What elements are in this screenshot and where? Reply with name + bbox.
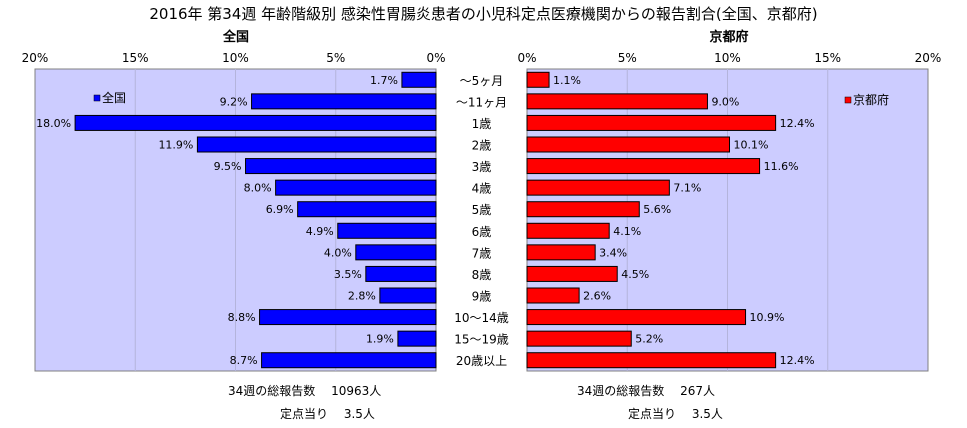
right-bar-label: 4.5%	[621, 268, 649, 281]
right-bar-label: 10.9%	[750, 311, 785, 324]
category-label: 5歳	[472, 203, 492, 217]
left-footer-total: 34週の総報告数 10963人	[228, 384, 382, 398]
left-bar-label: 3.5%	[334, 268, 362, 281]
left-bar	[379, 287, 437, 304]
category-label: 2歳	[472, 139, 492, 153]
right-bar	[526, 330, 632, 347]
left-bar-label: 8.8%	[228, 311, 256, 324]
left-legend-swatch	[93, 94, 101, 102]
left-bar	[245, 158, 437, 175]
left-tick-label: 0%	[426, 51, 445, 65]
right-bar-label: 7.1%	[673, 182, 701, 195]
category-label: 7歳	[472, 246, 492, 260]
right-bar-label: 1.1%	[553, 74, 581, 87]
right-bar	[526, 265, 618, 282]
left-bar-label: 11.9%	[158, 139, 193, 152]
left-bar	[275, 179, 437, 196]
right-panel-title: 京都府	[709, 30, 749, 45]
category-label: ～5ヶ月	[460, 74, 504, 88]
right-bar	[526, 244, 596, 261]
left-bar	[365, 265, 437, 282]
right-bar	[526, 136, 731, 153]
left-bar-label: 18.0%	[36, 117, 71, 130]
right-bar	[526, 158, 761, 175]
right-bar	[526, 352, 777, 369]
left-bar-label: 1.9%	[366, 333, 394, 346]
right-footer-total: 34週の総報告数 267人	[577, 384, 715, 398]
left-bar-label: 4.0%	[324, 246, 352, 259]
left-tick-label: 10%	[222, 51, 249, 65]
right-bar	[526, 201, 640, 218]
left-bar-label: 2.8%	[348, 290, 376, 303]
right-bar	[526, 287, 580, 304]
left-bar	[355, 244, 437, 261]
left-bar-label: 8.7%	[230, 354, 258, 367]
right-tick-label: 15%	[814, 51, 841, 65]
right-tick-label: 0%	[517, 51, 536, 65]
right-bar-label: 10.1%	[734, 139, 769, 152]
left-footer-per: 定点当り 3.5人	[280, 407, 375, 421]
left-legend-label: 全国	[102, 90, 126, 105]
left-bar-label: 9.2%	[220, 95, 248, 108]
right-tick-label: 20%	[915, 51, 942, 65]
category-label: ～11ヶ月	[456, 95, 507, 109]
category-label: 8歳	[472, 268, 492, 282]
right-bar-label: 5.6%	[643, 203, 671, 216]
left-bar	[259, 309, 437, 326]
category-label: 9歳	[472, 290, 492, 304]
left-bar-label: 8.0%	[244, 182, 272, 195]
left-bar-label: 6.9%	[266, 203, 294, 216]
left-panel-title: 全国	[222, 30, 249, 45]
category-label: 6歳	[472, 225, 492, 239]
chart-title: 2016年 第34週 年齢階級別 感染性胃腸炎患者の小児科定点医療機関からの報告…	[149, 5, 818, 23]
category-label: 10～14歳	[454, 311, 509, 325]
right-bar-label: 4.1%	[613, 225, 641, 238]
right-bar-label: 12.4%	[780, 354, 815, 367]
left-bar	[196, 136, 437, 153]
left-bar	[401, 71, 437, 88]
left-bar	[251, 93, 437, 110]
left-bar-label: 1.7%	[370, 74, 398, 87]
right-legend-label: 京都府	[853, 92, 889, 107]
category-label: 3歳	[472, 160, 492, 174]
left-tick-label: 15%	[122, 51, 149, 65]
left-bar-label: 4.9%	[306, 225, 334, 238]
left-bar-label: 9.5%	[214, 160, 242, 173]
right-bar-label: 5.2%	[635, 333, 663, 346]
right-bar-label: 11.6%	[764, 160, 799, 173]
left-tick-label: 20%	[22, 51, 49, 65]
left-bar	[297, 201, 437, 218]
right-bar-label: 2.6%	[583, 290, 611, 303]
right-bar-label: 12.4%	[780, 117, 815, 130]
right-tick-label: 10%	[714, 51, 741, 65]
left-tick-label: 5%	[326, 51, 345, 65]
right-bar	[526, 222, 610, 239]
category-label: 20歳以上	[456, 354, 507, 368]
left-bar	[337, 222, 437, 239]
left-bar	[74, 114, 437, 131]
right-bar	[526, 179, 670, 196]
category-label: 1歳	[472, 117, 492, 131]
category-label: 4歳	[472, 182, 492, 196]
right-bar	[526, 93, 708, 110]
left-bar	[261, 352, 437, 369]
right-legend-swatch	[844, 96, 852, 104]
right-tick-label: 5%	[618, 51, 637, 65]
right-bar	[526, 114, 777, 131]
right-bar-label: 3.4%	[599, 246, 627, 259]
left-bar	[397, 330, 437, 347]
category-label: 15～19歳	[454, 333, 509, 347]
right-bar-label: 9.0%	[711, 95, 739, 108]
right-bar	[526, 309, 747, 326]
right-bar	[526, 71, 550, 88]
right-footer-per: 定点当り 3.5人	[628, 407, 723, 421]
